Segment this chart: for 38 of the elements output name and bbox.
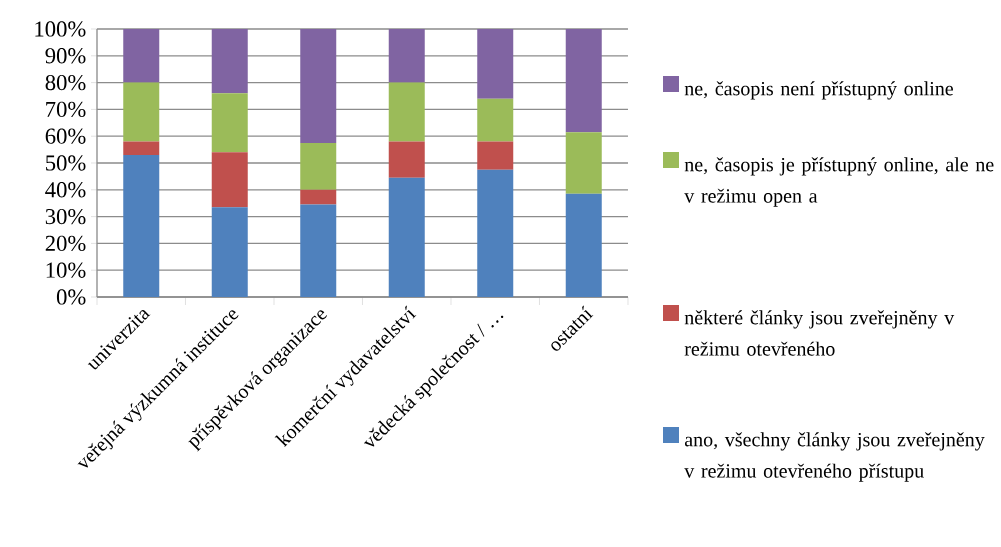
bar	[388, 82, 425, 142]
y-tick-label: 10%	[46, 262, 86, 278]
y-tick-label: 90%	[45, 48, 86, 64]
bar	[211, 152, 248, 208]
bar	[388, 177, 425, 297]
y-tick-label: 100%	[35, 21, 86, 37]
bar	[477, 169, 514, 297]
y-tick-label: 70%	[46, 101, 86, 118]
bar	[211, 93, 248, 153]
bar	[477, 29, 514, 99]
bar	[477, 141, 514, 170]
bar	[388, 29, 425, 83]
y-tick-label: 30%	[45, 208, 86, 225]
bar	[565, 132, 602, 194]
bar	[123, 141, 160, 155]
y-tick-label: 80%	[45, 74, 86, 91]
bar	[211, 207, 248, 297]
bar	[211, 29, 248, 94]
legend-label: některé články jsou zveřejněny v režimu otevřeného	[684, 310, 955, 356]
bar	[565, 29, 602, 133]
bar	[477, 98, 514, 142]
y-tick-label: 50%	[46, 155, 86, 171]
legend-label: ne, časopis je přístupný online, ale ne v režimu open a	[684, 157, 994, 207]
bar	[123, 154, 160, 297]
bar	[388, 141, 425, 178]
bar	[300, 29, 337, 143]
bar	[300, 204, 337, 297]
legend-label: ne, časopis není přístupný online	[684, 81, 953, 100]
bar	[300, 189, 337, 205]
y-tick-label: 40%	[45, 182, 86, 198]
y-tick-label: 20%	[45, 235, 86, 252]
y-tick-label: 0%	[56, 289, 86, 305]
legend-label: ano, všechny články jsou zveřejněny v režimu otevřeného přístupu	[684, 432, 985, 482]
bar	[123, 29, 160, 83]
bar	[123, 82, 160, 142]
bar	[565, 193, 602, 297]
bar	[300, 142, 337, 190]
y-tick-label: 60%	[45, 128, 86, 144]
